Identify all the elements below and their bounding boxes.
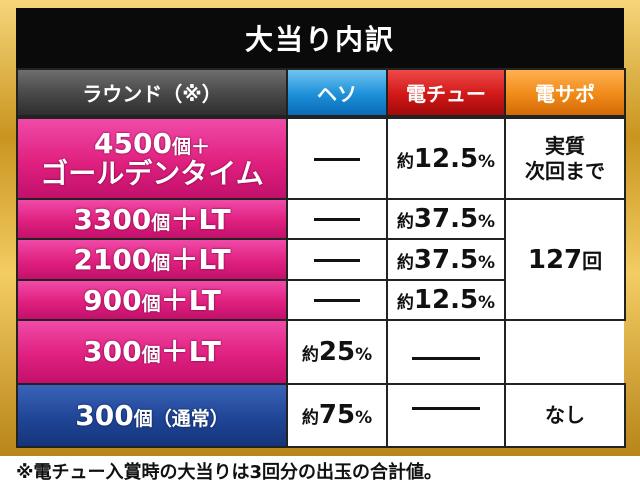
denchu-cell: 約12.5% (386, 278, 506, 322)
table-row: 900個＋LT 約12.5% (16, 278, 625, 322)
round-label-900: 900個＋LT (16, 278, 288, 322)
table-row: 300個（通常） 約75% なし (16, 382, 626, 449)
heso-cell (286, 238, 388, 281)
dash-mark (314, 218, 360, 222)
denchu-cell: 約12.5% (386, 116, 506, 200)
round-label-3300: 3300個＋LT (16, 197, 288, 241)
heso-cell: 約75% (286, 382, 388, 449)
footnote: ※電チュー入賞時の大当りは3回分の出玉の合計値。 (16, 462, 443, 483)
heso-cell (286, 278, 388, 322)
page-title: 大当り内訳 (16, 8, 624, 68)
dash-mark (412, 357, 480, 361)
round-label-4500: 4500個＋ ゴールデンタイム (16, 116, 288, 200)
header-heso: ヘソ (286, 68, 388, 119)
heso-cell (286, 116, 388, 200)
densapo-cell: 実質 次回まで (504, 116, 626, 200)
divider (388, 382, 504, 385)
table-row: 2100個＋LT 約37.5% (16, 238, 625, 281)
jackpot-breakdown-table: ラウンド（※） ヘソ 電チュー 電サポ 4500個＋ ゴールデンタイム 約12.… (16, 68, 626, 449)
densapo-cell: なし (504, 382, 626, 449)
table-row: 300個＋LT 約25% (16, 319, 625, 448)
denchu-cell (386, 319, 506, 448)
denchu-cell: 約37.5% (386, 197, 506, 241)
heso-cell: 約25% (286, 319, 388, 385)
table-row: 3300個＋LT 約37.5% 127回 (16, 197, 626, 322)
header-densapo: 電サポ (504, 68, 626, 119)
round-label-300-normal: 300個（通常） (16, 382, 288, 449)
round-label-2100: 2100個＋LT (16, 238, 288, 281)
denchu-cell: 約37.5% (386, 238, 506, 281)
header-denchu: 電チュー (386, 68, 506, 119)
dash-mark (314, 258, 360, 262)
densapo-lt-cell: 127回 (504, 197, 626, 322)
heso-cell (286, 197, 388, 241)
header-round: ラウンド（※） (16, 68, 288, 119)
table-row: 4500個＋ ゴールデンタイム 約12.5% 実質 次回まで (16, 116, 626, 200)
dash-mark (314, 157, 360, 161)
dash-mark (314, 299, 360, 303)
header-row: ラウンド（※） ヘソ 電チュー 電サポ (16, 68, 626, 119)
round-label-300-lt: 300個＋LT (16, 319, 288, 385)
dash-mark (412, 407, 480, 411)
